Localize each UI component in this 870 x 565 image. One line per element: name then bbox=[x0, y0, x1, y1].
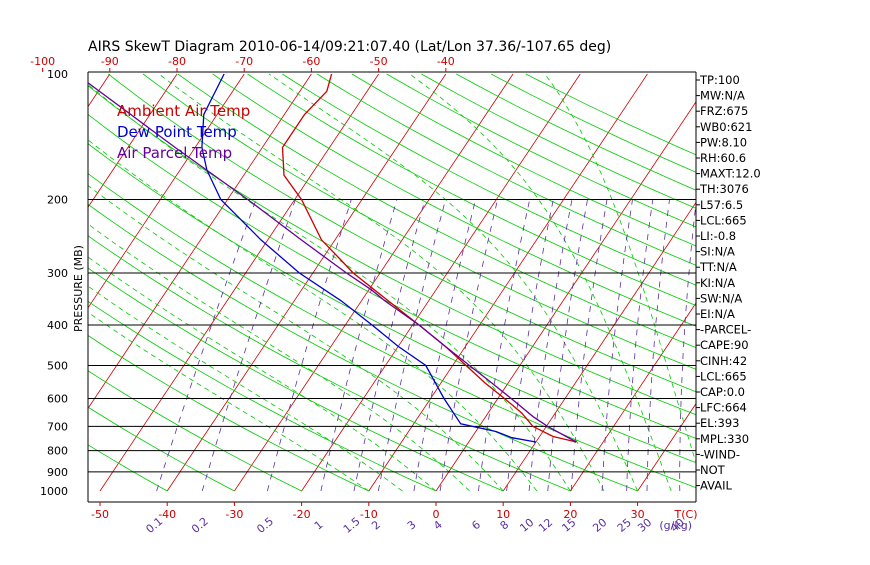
mixing-ratio-line bbox=[157, 200, 257, 492]
pressure-tick-label: 400 bbox=[47, 319, 68, 332]
mixing-ratio-tick-label: 2 bbox=[369, 518, 383, 532]
mixing-ratio-line bbox=[680, 200, 697, 492]
pressure-tick-label: 500 bbox=[47, 359, 68, 372]
mixing-ratio-tick-label: 12 bbox=[536, 516, 555, 535]
mixing-ratio-tick-label: 3 bbox=[405, 518, 419, 532]
stat-item: CINH:42 bbox=[700, 354, 747, 368]
stat-item: LI:-0.8 bbox=[700, 229, 736, 243]
mixing-ratio-tick-label: 1 bbox=[312, 518, 326, 532]
mixing-ratio-line bbox=[647, 200, 670, 492]
stat-item: -WIND- bbox=[700, 447, 740, 461]
mixing-ratio-tick-label: 6 bbox=[469, 518, 483, 532]
dry-adiabat-line bbox=[387, 74, 870, 491]
mixing-ratio-line bbox=[202, 200, 295, 492]
mixing-ratio-tick-label: 4 bbox=[431, 518, 445, 532]
isotherm-line bbox=[234, 74, 513, 491]
stat-item: MAXT:12.0 bbox=[700, 167, 761, 181]
top-temp-tick-label: -60 bbox=[302, 55, 320, 68]
top-temp-tick-label: -40 bbox=[437, 55, 455, 68]
mixing-ratio-line bbox=[354, 200, 425, 492]
mixing-ratio-line bbox=[478, 200, 529, 492]
stat-item: -PARCEL- bbox=[700, 323, 751, 337]
y-axis-label: PRESSURE (MB) bbox=[72, 245, 85, 332]
stat-item: FRZ:675 bbox=[700, 104, 748, 118]
isotherm-line bbox=[772, 74, 870, 491]
stat-item: RH:60.6 bbox=[700, 151, 746, 165]
dry-adiabat-line bbox=[352, 74, 870, 491]
stat-item: CAPE:90 bbox=[700, 338, 749, 352]
moist-adiabat-line bbox=[545, 74, 705, 491]
top-temp-tick-label: -90 bbox=[101, 55, 119, 68]
mixing-ratio-tick-label: 20 bbox=[590, 516, 609, 535]
stat-item: TH:3076 bbox=[699, 182, 749, 196]
stat-item: L57:6.5 bbox=[700, 198, 743, 212]
stat-item: LCL:665 bbox=[700, 213, 747, 227]
top-temp-tick-label: -100 bbox=[30, 55, 55, 68]
chart-title: AIRS SkewT Diagram 2010-06-14/09:21:07.4… bbox=[88, 39, 611, 55]
stat-item: LCL:665 bbox=[700, 369, 747, 383]
mixing-ratio-line bbox=[627, 200, 653, 492]
mixing-ratio-tick-label: 0.5 bbox=[254, 515, 276, 536]
stat-item: MW:N/A bbox=[700, 89, 745, 103]
bottom-temp-tick-label: -50 bbox=[91, 508, 109, 521]
dry-adiabat-line bbox=[143, 74, 870, 491]
dry-adiabat-line bbox=[0, 74, 638, 491]
stat-item: EL:393 bbox=[700, 416, 740, 430]
stat-item: TP:100 bbox=[699, 73, 740, 87]
dry-adiabat-line bbox=[456, 74, 870, 491]
stat-item: CAP:0.0 bbox=[700, 385, 745, 399]
stat-item: NOT bbox=[700, 463, 726, 477]
stat-item: WB0:621 bbox=[700, 120, 752, 134]
dry-adiabat-line bbox=[248, 74, 870, 491]
stat-item: PW:8.10 bbox=[700, 135, 747, 149]
stat-item: LFC:664 bbox=[700, 401, 747, 415]
stat-item: EI:N/A bbox=[700, 307, 735, 321]
isotherm-line bbox=[436, 74, 715, 491]
pressure-tick-label: 100 bbox=[47, 68, 68, 81]
bottom-temp-tick-label: -20 bbox=[293, 508, 311, 521]
dry-adiabat-line bbox=[0, 74, 705, 491]
top-temp-tick-label: -50 bbox=[370, 55, 388, 68]
mixing-ratio-line bbox=[602, 200, 632, 492]
series-line bbox=[202, 74, 536, 442]
pressure-tick-label: 800 bbox=[47, 445, 68, 458]
stat-item: AVAIL bbox=[700, 479, 733, 493]
moist-adiabat-line bbox=[11, 74, 537, 491]
isotherm-line bbox=[0, 74, 43, 491]
legend-item: Dew Point Temp bbox=[117, 123, 237, 141]
top-temp-tick-label: -70 bbox=[235, 55, 253, 68]
stat-item: KI:N/A bbox=[700, 276, 735, 290]
pressure-tick-label: 600 bbox=[47, 392, 68, 405]
pressure-tick-label: 300 bbox=[47, 267, 68, 280]
legend-item: Ambient Air Temp bbox=[117, 102, 250, 120]
pressure-tick-label: 900 bbox=[47, 466, 68, 479]
bottom-temp-tick-label: -30 bbox=[225, 508, 243, 521]
stat-item: MPL:330 bbox=[700, 432, 749, 446]
legend-item: Air Parcel Temp bbox=[117, 144, 232, 162]
pressure-tick-label: 1000 bbox=[40, 485, 68, 498]
legend: Ambient Air Temp Dew Point Temp Air Parcel… bbox=[117, 102, 250, 162]
pressure-tick-label: 200 bbox=[47, 194, 68, 207]
stat-item: TT:N/A bbox=[699, 260, 737, 274]
moist-adiabat-line bbox=[269, 74, 638, 491]
stat-item: SI:N/A bbox=[700, 245, 735, 259]
mixing-ratio-tick-label: 0.2 bbox=[189, 515, 211, 536]
stat-item: SW:N/A bbox=[700, 291, 742, 305]
top-temp-tick-label: -80 bbox=[168, 55, 186, 68]
pressure-tick-label: 700 bbox=[47, 420, 68, 433]
bottom-temp-tick-label: -40 bbox=[158, 508, 176, 521]
mixing-ratio-tick-label: 10 bbox=[517, 516, 536, 535]
